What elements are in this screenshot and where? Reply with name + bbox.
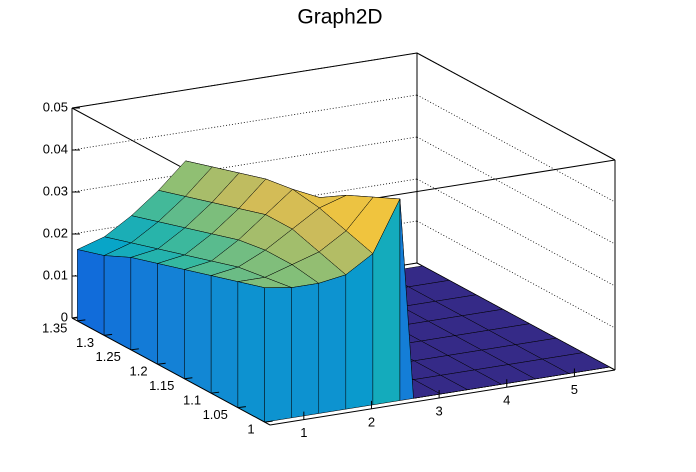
- wall-cell: [291, 282, 320, 419]
- wall-cell: [345, 253, 374, 410]
- y-tick: [157, 362, 166, 365]
- grid-line: [71, 52, 418, 109]
- y-tick-label: 1.2: [130, 364, 148, 379]
- y-tick-label: 1.35: [42, 320, 67, 335]
- y-tick: [211, 391, 220, 394]
- y-tick: [130, 348, 139, 351]
- z-tick-label: 0: [61, 309, 68, 324]
- x-tick-label: 1: [300, 425, 307, 440]
- grid-line: [416, 94, 616, 203]
- z-tick-label: 0.03: [43, 183, 68, 198]
- x-tick-label: 4: [503, 393, 510, 408]
- z-tick-label: 0.05: [43, 99, 68, 114]
- y-tick: [184, 377, 193, 380]
- wall-cell: [184, 269, 212, 394]
- y-tick: [264, 420, 273, 423]
- z-tick-label: 0.04: [43, 141, 68, 156]
- wall-cell: [130, 257, 158, 365]
- wall-cell: [318, 274, 347, 414]
- z-tick-label: 0.01: [43, 267, 68, 282]
- grid-line: [416, 136, 616, 245]
- y-tick-label: 1.15: [149, 378, 174, 393]
- y-axis: [71, 317, 271, 426]
- wall-cell: [569, 366, 610, 374]
- y-tick-label: 1.1: [183, 393, 201, 408]
- wall-cell: [157, 263, 185, 380]
- y-tick: [77, 319, 86, 322]
- x-tick-label: 5: [571, 382, 578, 397]
- wall-cell: [237, 281, 265, 423]
- y-tick: [237, 406, 246, 409]
- x-tick-label: 3: [436, 403, 443, 418]
- chart-title: Graph2D: [297, 6, 382, 29]
- wall-cell: [399, 198, 414, 401]
- wall-cell: [103, 255, 132, 351]
- z-tick-label: 0.02: [43, 225, 68, 240]
- grid-line: [71, 136, 418, 193]
- y-tick-label: 1.3: [76, 335, 94, 350]
- y-tick-label: 1: [247, 422, 254, 437]
- x-tick-label: 2: [368, 414, 375, 429]
- grid-line: [71, 94, 418, 151]
- wall-cell: [264, 287, 292, 423]
- y-tick-label: 1.25: [96, 349, 121, 364]
- y-tick-label: 1.05: [203, 407, 228, 422]
- wall-cell: [210, 275, 239, 409]
- box-edge: [416, 52, 616, 161]
- y-tick: [104, 333, 113, 336]
- x-axis: [269, 369, 616, 426]
- wall-cell: [77, 249, 105, 336]
- grid-line: [416, 178, 616, 287]
